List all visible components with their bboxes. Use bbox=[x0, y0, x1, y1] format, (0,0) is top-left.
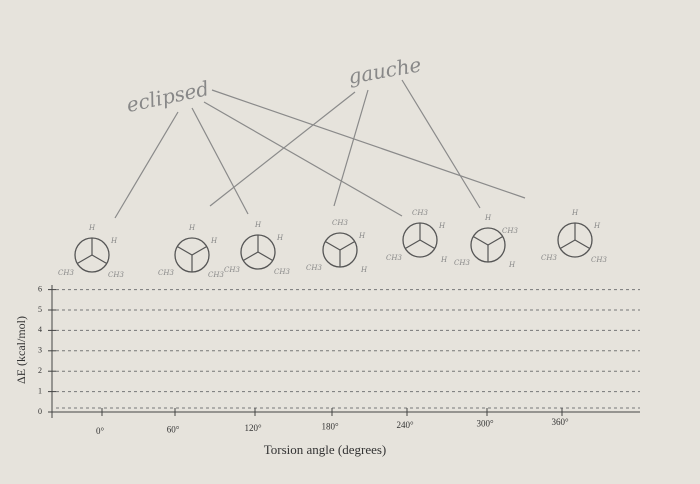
atom-label: H bbox=[276, 234, 284, 242]
bond bbox=[487, 235, 504, 246]
atom-label: CH3 bbox=[274, 268, 290, 276]
atom-label: H bbox=[593, 222, 601, 230]
x-tick-label: 300° bbox=[476, 419, 494, 429]
x-tick-label: 0° bbox=[96, 426, 105, 436]
atom-label: CH3 bbox=[386, 254, 402, 262]
atom-label: H bbox=[188, 224, 196, 232]
x-tick-label: 60° bbox=[167, 425, 180, 435]
newman-projection: CH3 H CH3 H bbox=[386, 209, 448, 264]
y-tick-label: 3 bbox=[38, 346, 42, 355]
newman-projection: CH3 H CH3 H bbox=[306, 219, 368, 274]
bond bbox=[324, 240, 341, 251]
atom-label: CH3 bbox=[454, 259, 470, 267]
atom-label: H bbox=[438, 222, 446, 230]
bond bbox=[574, 239, 591, 250]
x-axis-label: Torsion angle (degrees) bbox=[264, 442, 387, 457]
atom-label: H bbox=[508, 261, 516, 269]
x-tick-label: 180° bbox=[321, 422, 339, 432]
atom-label: CH3 bbox=[224, 266, 240, 274]
atom-label: H bbox=[88, 224, 96, 232]
bond bbox=[91, 254, 108, 265]
x-tick-label: 120° bbox=[244, 423, 262, 433]
bond bbox=[76, 254, 93, 265]
y-tick-label: 2 bbox=[38, 366, 42, 375]
y-axis-label: ΔE (kcal/mol) bbox=[14, 316, 28, 384]
atom-label: CH3 bbox=[158, 269, 174, 277]
bond bbox=[404, 239, 421, 250]
y-tick-label: 6 bbox=[38, 284, 42, 293]
atom-label: H bbox=[254, 221, 262, 229]
bond bbox=[242, 251, 259, 262]
y-tick-label: 4 bbox=[38, 325, 42, 334]
newman-projection: H CH3 CH3 H bbox=[454, 214, 518, 269]
y-tick-label: 5 bbox=[38, 305, 42, 314]
bond bbox=[472, 235, 489, 246]
atom-label: H bbox=[358, 232, 366, 240]
bond bbox=[339, 240, 356, 251]
bond bbox=[191, 245, 208, 256]
bond bbox=[257, 251, 274, 262]
connector-lines bbox=[114, 79, 526, 219]
atom-label: CH3 bbox=[332, 219, 348, 227]
newman-projection: H H CH3 CH3 bbox=[541, 209, 607, 264]
newman-projection: H H CH3 CH3 bbox=[158, 224, 224, 279]
atom-label: H bbox=[210, 237, 218, 245]
atom-label: H bbox=[571, 209, 579, 217]
atom-label: CH3 bbox=[541, 254, 557, 262]
x-tick-label: 240° bbox=[396, 420, 414, 430]
bond bbox=[176, 245, 193, 256]
atom-label: H bbox=[484, 214, 492, 222]
y-tick-label: 0 bbox=[38, 407, 42, 416]
atom-label: CH3 bbox=[108, 271, 124, 279]
x-tick-label: 360° bbox=[551, 417, 569, 427]
atom-label: CH3 bbox=[306, 264, 322, 272]
atom-label: CH3 bbox=[208, 271, 224, 279]
atom-label: H bbox=[360, 266, 368, 274]
atom-label: H bbox=[440, 256, 448, 264]
newman-projection: H H CH3 CH3 bbox=[224, 221, 290, 276]
atom-label: CH3 bbox=[412, 209, 428, 217]
newman-projection: H H CH3 CH3 bbox=[58, 224, 124, 279]
atom-label: CH3 bbox=[591, 256, 607, 264]
bond bbox=[559, 239, 576, 250]
atom-label: CH3 bbox=[502, 227, 518, 235]
bond bbox=[419, 239, 436, 250]
atom-label: CH3 bbox=[58, 269, 74, 277]
atom-label: H bbox=[110, 237, 118, 245]
y-tick-label: 1 bbox=[38, 386, 42, 395]
